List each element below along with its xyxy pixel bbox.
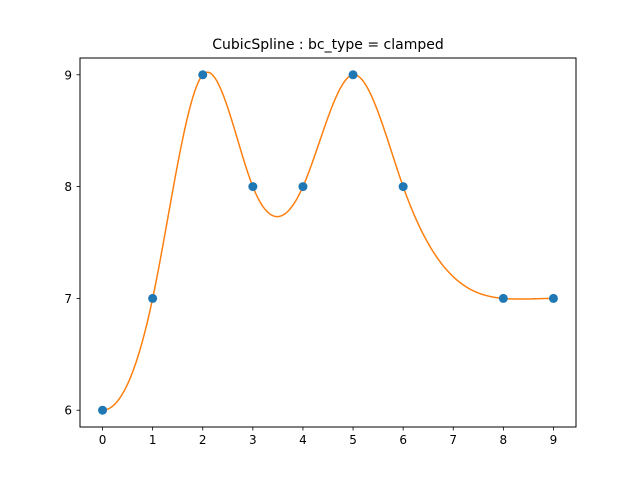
- y-axis-ticks: 6 7 8 9: [64, 68, 80, 418]
- chart-title: CubicSpline : bc_type = clamped: [212, 37, 443, 53]
- data-point: [498, 293, 508, 303]
- x-tick-label: 3: [249, 433, 257, 447]
- x-tick-label: 8: [500, 433, 508, 447]
- data-point: [248, 182, 258, 192]
- x-tick-label: 1: [149, 433, 157, 447]
- data-point: [398, 182, 408, 192]
- y-tick-label: 7: [64, 292, 72, 306]
- spline-curve-layer: [102, 71, 554, 411]
- data-points-layer: [98, 70, 558, 415]
- data-point: [348, 70, 358, 80]
- data-point: [198, 70, 208, 80]
- x-tick-label: 7: [449, 433, 457, 447]
- x-tick-label: 4: [299, 433, 307, 447]
- data-point: [298, 182, 308, 192]
- x-tick-label: 5: [349, 433, 357, 447]
- data-point: [548, 293, 558, 303]
- x-tick-label: 6: [399, 433, 407, 447]
- axes-frame: [79, 57, 577, 428]
- y-tick-label: 9: [64, 68, 72, 82]
- y-tick-label: 8: [64, 180, 72, 194]
- data-point: [148, 293, 158, 303]
- data-point: [98, 405, 108, 415]
- x-axis-ticks: 0 1 2 3 4 5 6 7 8 9: [99, 427, 558, 447]
- x-tick-label: 9: [550, 433, 558, 447]
- y-tick-label: 6: [64, 404, 72, 418]
- x-tick-label: 2: [199, 433, 207, 447]
- spline-curve: [102, 71, 554, 411]
- x-tick-label: 0: [99, 433, 107, 447]
